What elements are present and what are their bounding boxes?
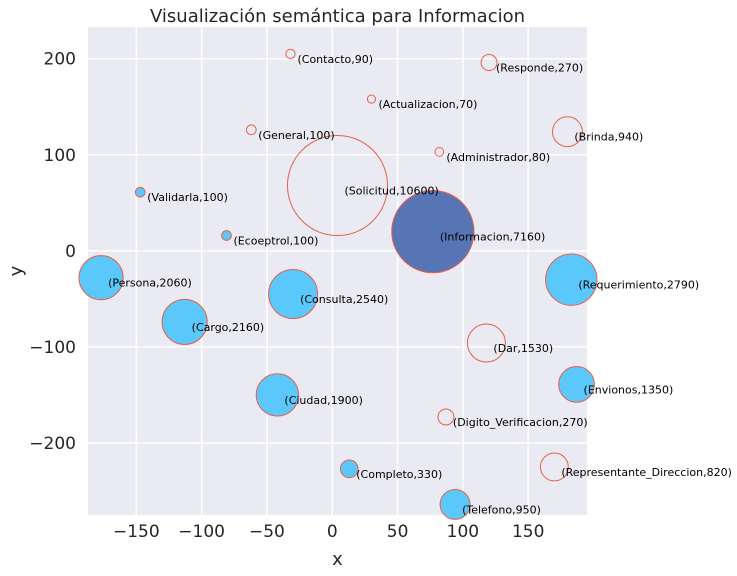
data-point: [285, 48, 296, 60]
data-point: [268, 269, 319, 320]
data-point: [221, 230, 232, 241]
point-label: (Consulta,2540): [300, 293, 388, 306]
data-point: [434, 147, 445, 157]
point-label: (Dar,1530): [493, 342, 553, 355]
data-point: [391, 189, 475, 274]
point-label: (Actualizacion,70): [378, 98, 477, 111]
data-point: [78, 255, 124, 301]
x-tick-label: 0: [327, 522, 338, 542]
x-tick-label: 50: [387, 522, 409, 542]
point-label: (Administrador,80): [446, 151, 550, 164]
point-label: (Contacto,90): [297, 53, 373, 66]
point-label: (Digito_Verificacion,270): [453, 416, 588, 429]
point-label: (Requerimiento,2790): [578, 279, 699, 292]
point-label: (Informacion,7160): [440, 231, 545, 244]
data-point: [552, 116, 583, 148]
data-point: [466, 323, 506, 363]
y-tick-label: 200: [44, 50, 76, 70]
plot-area: [88, 27, 587, 515]
y-axis-label: y: [6, 265, 27, 276]
data-point: [437, 408, 455, 426]
data-point: [134, 186, 146, 198]
grid: [88, 27, 587, 515]
point-label: (Brinda,940): [574, 131, 643, 144]
point-label: (Cargo,2160): [192, 321, 265, 334]
point-label: (Completo,330): [356, 468, 442, 481]
x-tick-label: −50: [249, 522, 285, 542]
data-point: [366, 94, 377, 104]
point-labels-layer: (Contacto,90) (Responde,270) (Actualizacio…: [108, 53, 732, 517]
data-point: [558, 365, 595, 403]
x-tick-label: −150: [113, 522, 160, 542]
data-point: [439, 488, 471, 520]
x-ticks: −150 −100 −50 0 50 100 150: [113, 522, 544, 542]
x-tick-label: 150: [512, 522, 544, 542]
point-label: (Ecoeptrol,100): [233, 234, 318, 247]
y-tick-label: −200: [29, 434, 76, 454]
data-point: [539, 452, 569, 482]
point-label: (Validarla,100): [147, 191, 228, 204]
x-axis-label: x: [332, 549, 343, 570]
y-tick-label: 100: [44, 146, 76, 166]
point-label: (General,100): [258, 129, 334, 142]
point-label: (Persona,2060): [108, 277, 192, 290]
point-label: (Telefono,950): [462, 503, 541, 516]
chart-title: Visualización semántica para Informacion: [150, 6, 525, 27]
data-point: [161, 298, 208, 346]
data-point: [255, 373, 300, 417]
point-label: (Representante_Direccion,820): [561, 466, 732, 479]
data-point: [286, 134, 389, 237]
y-tick-label: −100: [29, 338, 76, 358]
points-layer: [78, 48, 598, 520]
data-point: [545, 253, 598, 306]
y-ticks: −200 −100 0 100 200: [29, 50, 76, 454]
point-label: (Solicitud,10600): [345, 185, 439, 198]
point-label: (Envionos,1350): [584, 383, 674, 396]
point-label: (Ciudad,1900): [284, 394, 363, 407]
data-point: [339, 459, 359, 479]
y-tick-label: 0: [65, 242, 76, 262]
point-label: (Responde,270): [496, 62, 583, 75]
data-point: [245, 124, 257, 136]
x-tick-label: −100: [178, 522, 225, 542]
x-tick-label: 100: [447, 522, 479, 542]
data-point: [480, 54, 498, 72]
